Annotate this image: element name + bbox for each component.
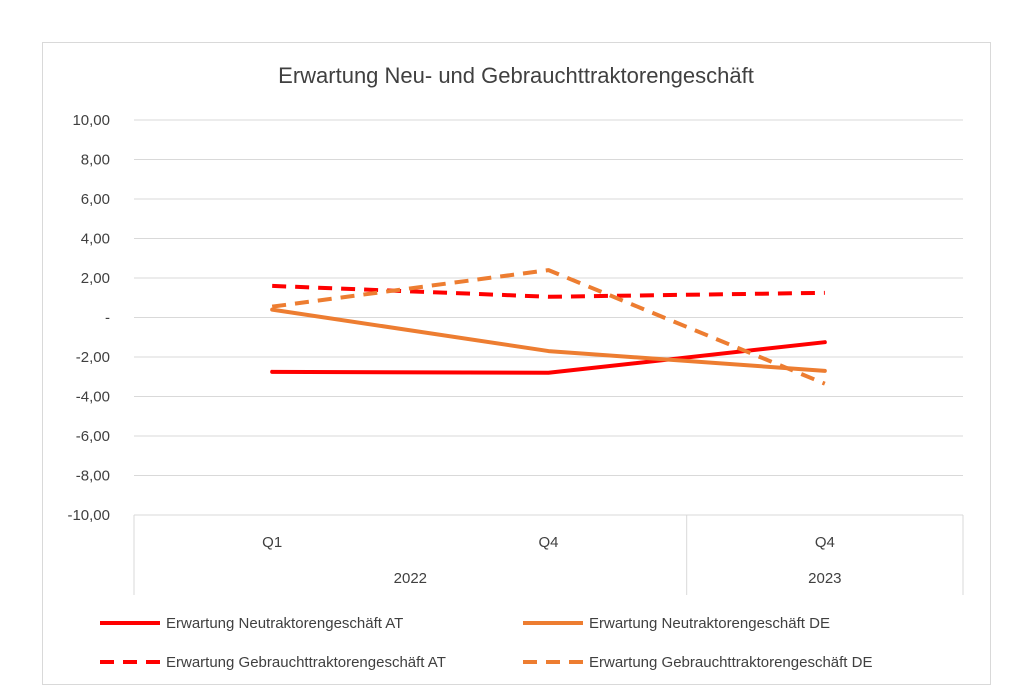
x-group-label: 2022 [394,570,427,587]
series-lines [270,268,827,386]
y-axis-labels: 10,00 8,00 6,00 4,00 2,00 - -2,00 -4,00 -6,00 -8,… [67,112,110,524]
x-tick-label: Q4 [815,534,835,551]
y-tick-label: 6,00 [81,191,110,208]
y-tick-label: 8,00 [81,152,110,169]
y-tick-label: -8,00 [76,468,110,485]
y-tick-label: -4,00 [76,389,110,406]
series-line-4 [271,268,826,386]
x-tick-label: Q1 [262,534,282,551]
chart-title: Erwartung Neu- und Gebrauchttraktorenges… [278,63,754,88]
chart-area [42,42,991,685]
y-tick-label: - [105,310,110,327]
x-tick-label: Q4 [538,534,558,551]
series-line-3 [272,283,825,299]
legend-label: Erwartung Gebrauchttraktorengeschäft AT [166,654,446,671]
y-tick-label: -2,00 [76,349,110,366]
series-line-1 [270,340,827,375]
legend-label: Erwartung Gebrauchttraktorengeschäft DE [589,654,872,671]
legend: Erwartung Neutraktorengeschäft AT Erwartu… [100,615,872,671]
grid-lines [134,119,963,516]
series-line-2 [270,307,827,373]
y-tick-label: 10,00 [72,112,110,129]
y-tick-label: 4,00 [81,231,110,248]
legend-label: Erwartung Neutraktorengeschäft AT [166,615,403,632]
y-tick-label: 2,00 [81,270,110,287]
y-tick-label: -10,00 [67,507,110,524]
legend-label: Erwartung Neutraktorengeschäft DE [589,615,830,632]
x-axis: 2022 2023 Q1 Q4 Q4 [133,515,964,595]
y-tick-label: -6,00 [76,428,110,445]
x-group-label: 2023 [808,570,841,587]
